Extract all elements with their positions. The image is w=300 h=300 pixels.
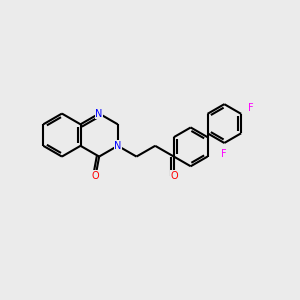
Text: N: N — [114, 141, 122, 151]
Text: F: F — [248, 103, 254, 113]
Text: O: O — [92, 171, 99, 181]
Text: F: F — [221, 149, 227, 159]
Text: O: O — [170, 171, 178, 181]
Text: N: N — [95, 109, 103, 118]
